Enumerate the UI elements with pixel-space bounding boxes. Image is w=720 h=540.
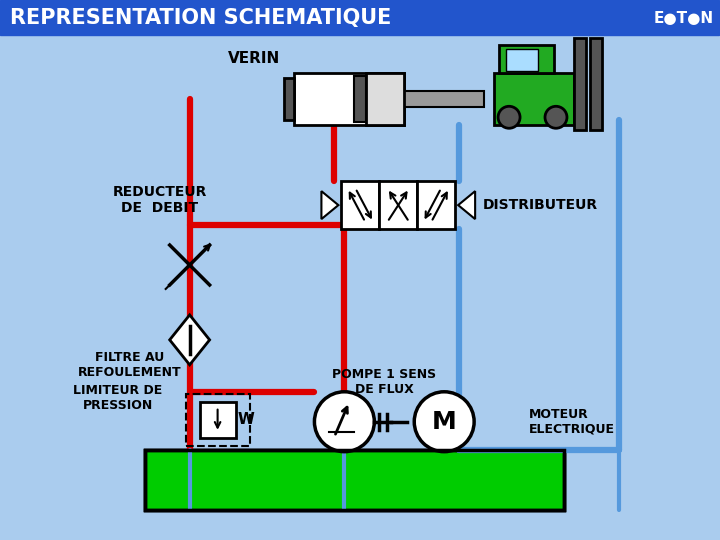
Text: M: M (432, 410, 456, 434)
Bar (506, 49, 538, 71)
Bar (0, 1, 719, 36)
Bar (199, 402, 235, 438)
Text: MOTEUR
ELECTRIQUE: MOTEUR ELECTRIQUE (529, 408, 615, 436)
Polygon shape (458, 191, 475, 219)
Circle shape (545, 106, 567, 129)
Bar (379, 181, 417, 229)
Bar (590, 38, 602, 130)
Bar (574, 38, 586, 130)
Circle shape (315, 392, 374, 451)
Circle shape (498, 106, 520, 129)
Text: POMPE 1 SENS
DE FLUX: POMPE 1 SENS DE FLUX (332, 368, 436, 396)
Polygon shape (321, 191, 338, 219)
Text: W: W (238, 412, 254, 427)
Text: DISTRIBUTEUR: DISTRIBUTEUR (483, 198, 598, 212)
Bar (294, 73, 404, 125)
Circle shape (414, 392, 474, 451)
Bar (494, 73, 574, 125)
Bar (354, 76, 366, 122)
Text: REPRESENTATION SCHEMATIQUE: REPRESENTATION SCHEMATIQUE (10, 9, 392, 29)
Polygon shape (170, 315, 210, 365)
Bar (417, 181, 455, 229)
Text: VERIN: VERIN (228, 51, 281, 66)
Bar (499, 45, 554, 73)
Bar (145, 450, 564, 510)
Bar (145, 450, 564, 510)
Bar (366, 73, 404, 125)
Text: LIMITEUR DE
PRESSION: LIMITEUR DE PRESSION (73, 384, 163, 412)
Text: E●T●N: E●T●N (654, 11, 714, 26)
Bar (284, 78, 294, 120)
Bar (404, 91, 484, 107)
Bar (341, 181, 379, 229)
Bar (145, 450, 564, 510)
Bar (186, 394, 250, 445)
Text: REDUCTEUR
DE  DEBIT: REDUCTEUR DE DEBIT (112, 185, 207, 215)
Text: FILTRE AU
REFOULEMENT: FILTRE AU REFOULEMENT (78, 351, 181, 379)
